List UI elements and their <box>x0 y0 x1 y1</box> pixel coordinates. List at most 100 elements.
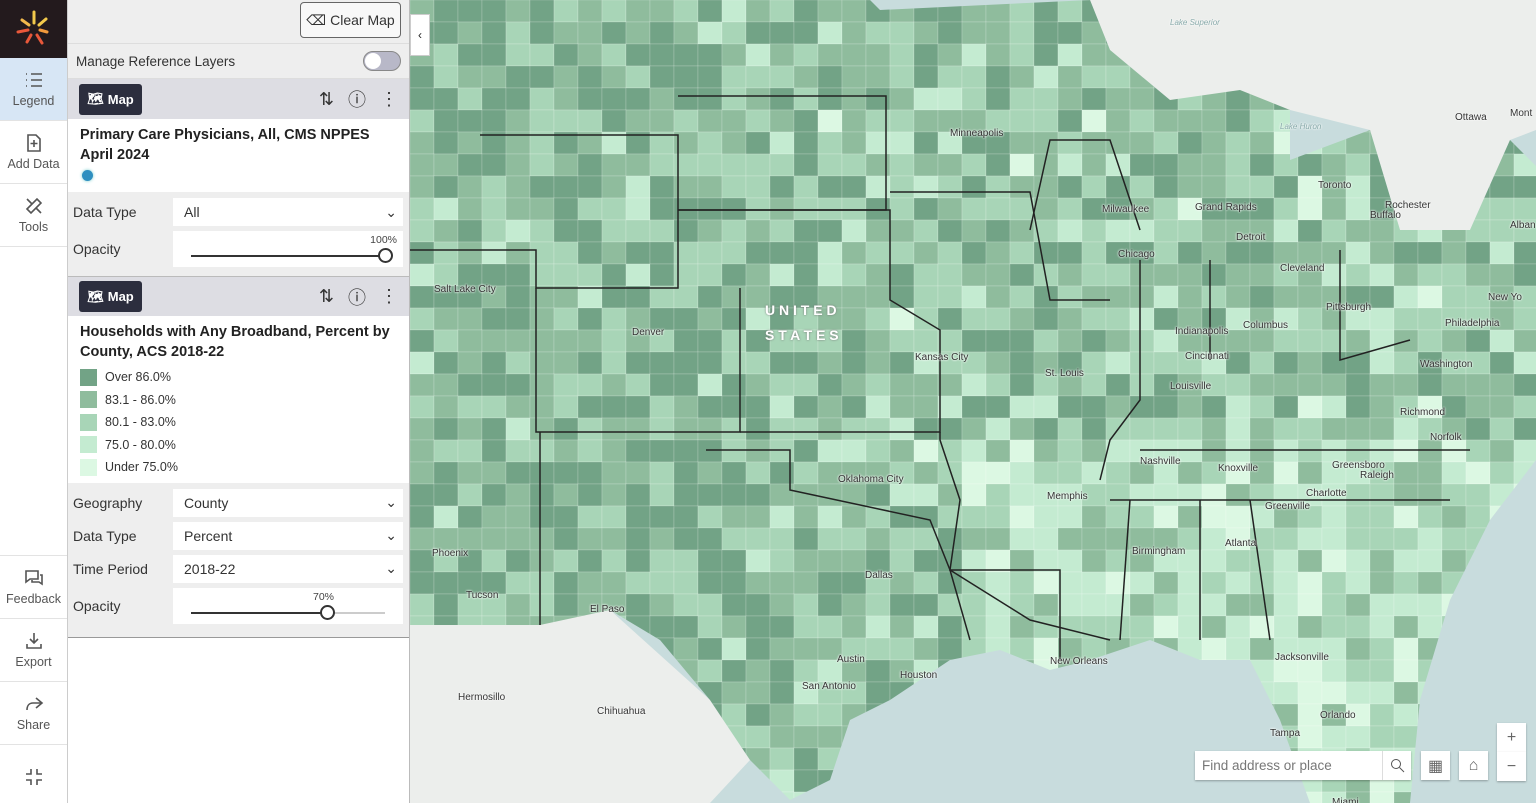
county-cell <box>985 373 1011 397</box>
county-cell <box>1369 571 1395 595</box>
county-cell <box>889 109 915 133</box>
county-cell <box>1153 175 1179 199</box>
slider-handle[interactable] <box>378 248 393 263</box>
county-cell <box>1177 109 1203 133</box>
county-cell <box>1057 549 1083 573</box>
county-cell <box>505 461 531 485</box>
rail-feedback-button[interactable]: Feedback <box>0 556 67 619</box>
legend-swatch <box>80 436 97 454</box>
county-cell <box>410 285 435 309</box>
more-options-icon[interactable]: ⋮ <box>380 88 398 109</box>
county-cell <box>553 527 579 551</box>
county-cell <box>1009 329 1035 353</box>
opacity-slider[interactable]: 100% <box>173 231 403 267</box>
county-cell <box>889 87 915 111</box>
rail-export-button[interactable]: Export <box>0 619 67 682</box>
layer-title: Households with Any Broadband, Percent b… <box>80 324 390 360</box>
country-label: S T A T E S <box>765 327 839 343</box>
opacity-slider[interactable]: 70% <box>173 587 403 624</box>
county-cell <box>817 175 843 199</box>
address-search[interactable]: Find address or place <box>1195 751 1411 780</box>
legend-item: 75.0 - 80.0% <box>68 434 409 457</box>
county-cell <box>865 43 891 67</box>
county-cell <box>1009 395 1035 419</box>
zoom-in-button[interactable]: + <box>1497 723 1526 752</box>
data-type-select[interactable]: All ⌄ <box>173 198 403 226</box>
layer-map-badge[interactable]: 🗺 Map <box>79 83 142 115</box>
clear-map-button[interactable]: ⌫ Clear Map <box>300 2 401 38</box>
county-cell <box>410 65 435 89</box>
geography-select[interactable]: County ⌄ <box>173 488 403 517</box>
rail-tools-button[interactable]: Tools <box>0 184 67 247</box>
county-cell <box>1129 153 1155 177</box>
county-cell <box>649 65 675 89</box>
zoom-out-button[interactable]: − <box>1497 752 1526 781</box>
county-cell <box>1177 285 1203 309</box>
county-cell <box>985 285 1011 309</box>
county-cell <box>1441 241 1467 265</box>
map-view[interactable]: Lake Superior Ottawa Mont Minneapolis Lake H… <box>410 0 1536 803</box>
county-cell <box>1297 395 1323 419</box>
county-cell <box>673 87 699 111</box>
county-cell <box>1009 615 1035 639</box>
county-cell <box>865 549 891 573</box>
rail-add-data-button[interactable]: Add Data <box>0 121 67 184</box>
county-cell <box>1297 417 1323 441</box>
county-cell <box>1441 263 1467 287</box>
search-input[interactable]: Find address or place <box>1202 758 1332 773</box>
data-type-select[interactable]: Percent ⌄ <box>173 521 403 550</box>
county-cell <box>793 747 819 771</box>
reference-layers-toggle[interactable] <box>363 51 401 71</box>
county-cell <box>817 43 843 67</box>
reorder-icon[interactable]: ⇅ <box>318 88 334 109</box>
county-cell <box>793 549 819 573</box>
county-cell <box>481 549 507 573</box>
info-icon[interactable]: ⓘ <box>348 287 366 308</box>
county-cell <box>865 21 891 45</box>
slider-handle[interactable] <box>319 604 335 620</box>
collapse-panel-button[interactable]: ‹ <box>410 14 430 56</box>
county-cell <box>769 351 795 375</box>
county-cell <box>1081 65 1107 89</box>
county-cell <box>1369 659 1395 683</box>
county-cell <box>1345 263 1371 287</box>
rail-share-button[interactable]: Share <box>0 682 67 745</box>
county-cell <box>649 527 675 551</box>
more-options-icon[interactable]: ⋮ <box>380 286 398 306</box>
county-cell <box>410 527 435 551</box>
basemap-gallery-button[interactable]: ▦ <box>1421 751 1450 780</box>
county-cell <box>505 571 531 595</box>
county-cell <box>697 263 723 287</box>
rail-legend-button[interactable]: Legend <box>0 58 67 121</box>
time-period-select[interactable]: 2018-22 ⌄ <box>173 554 403 583</box>
home-button[interactable]: ⌂ <box>1459 751 1488 780</box>
info-icon[interactable]: ⓘ <box>348 90 366 110</box>
collapse-rail-button[interactable] <box>0 745 67 808</box>
county-cell <box>1273 329 1299 353</box>
city-label: Denver <box>632 327 665 338</box>
reorder-icon[interactable]: ⇅ <box>318 286 334 306</box>
county-cell <box>1345 593 1371 617</box>
county-cell <box>1033 329 1059 353</box>
minimize-icon <box>25 768 42 785</box>
county-cell <box>433 219 459 243</box>
county-cell <box>1009 461 1035 485</box>
county-cell <box>673 285 699 309</box>
county-cell <box>1057 65 1083 89</box>
county-cell <box>985 197 1011 221</box>
county-cell <box>1465 505 1491 529</box>
layer-map-badge[interactable]: 🗺 Map <box>79 281 142 312</box>
rail-label: Feedback <box>6 592 61 606</box>
city-label: Houston <box>900 670 938 681</box>
search-button[interactable] <box>1382 751 1411 780</box>
county-cell <box>961 461 987 485</box>
app-logo[interactable] <box>0 0 67 58</box>
county-cell <box>1321 329 1347 353</box>
county-cell <box>1369 593 1395 617</box>
county-cell <box>1489 395 1515 419</box>
county-cell <box>937 285 963 309</box>
county-cell <box>577 43 603 67</box>
county-cell <box>1081 417 1107 441</box>
county-cell <box>410 505 435 529</box>
county-cell <box>1249 263 1275 287</box>
